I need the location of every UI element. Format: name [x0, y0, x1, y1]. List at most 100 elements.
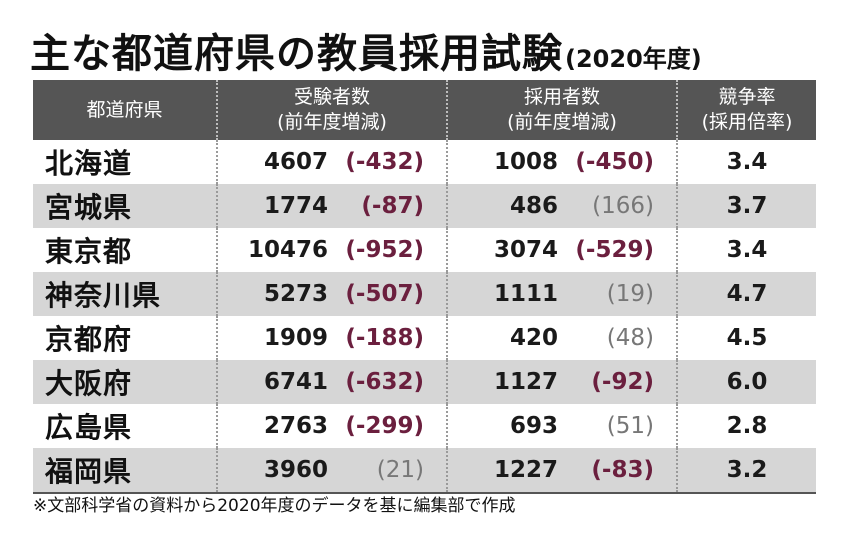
- header-examinees: 受験者数 (前年度増減): [216, 80, 447, 140]
- examinees-value: 6741: [263, 369, 328, 395]
- examinees-cell: 1909 (-188): [216, 316, 447, 360]
- examinees-wrap: 4607 (-432): [218, 140, 446, 184]
- header-examinees-label: 受験者数: [293, 86, 370, 108]
- hired-wrap: 693 (51): [448, 404, 676, 448]
- prefecture-cell: 福岡県: [45, 455, 133, 488]
- examinees-change: (21): [376, 457, 424, 483]
- examinees-cell: 6741 (-632): [216, 360, 447, 404]
- ratio-cell: 3.4: [676, 140, 816, 184]
- hired-wrap: 486 (166): [448, 184, 676, 228]
- prefecture-cell: 大阪府: [45, 367, 133, 400]
- hired-cell: 486 (166): [446, 184, 677, 228]
- header-ratio: 競争率 (採用倍率): [676, 80, 816, 140]
- examinees-cell: 5273 (-507): [216, 272, 447, 316]
- hired-value: 1008: [493, 149, 558, 175]
- hired-wrap: 1127 (-92): [448, 360, 676, 404]
- prefecture-cell: 京都府: [45, 323, 133, 356]
- table-row: 京都府 1909 (-188) 420 (48) 4.5: [33, 316, 816, 360]
- examinees-cell: 10476 (-952): [216, 228, 447, 272]
- examinees-change: (-87): [361, 193, 424, 219]
- examinees-value: 4607: [263, 149, 328, 175]
- examinees-wrap: 5273 (-507): [218, 272, 446, 316]
- hired-change: (-83): [591, 457, 654, 483]
- hired-value: 1227: [493, 457, 558, 483]
- hired-wrap: 1008 (-450): [448, 140, 676, 184]
- exam-table: 都道府県 受験者数 (前年度増減) 採用者数 (前年度増減) 競争率 (採用倍率…: [33, 80, 816, 494]
- hired-wrap: 1227 (-83): [448, 448, 676, 492]
- page-title: 主な都道府県の教員採用試験 (2020年度): [30, 14, 702, 74]
- hired-value: 420: [509, 325, 558, 351]
- hired-wrap: 3074 (-529): [448, 228, 676, 272]
- ratio-cell: 4.7: [676, 272, 816, 316]
- examinees-change: (-952): [345, 237, 424, 263]
- examinees-cell: 3960 (21): [216, 448, 447, 493]
- examinees-change: (-507): [345, 281, 424, 307]
- header-hired-sub: (前年度増減): [507, 111, 617, 133]
- table-row: 東京都 10476 (-952) 3074 (-529) 3.4: [33, 228, 816, 272]
- examinees-change: (-432): [345, 149, 424, 175]
- table-row: 宮城県 1774 (-87) 486 (166) 3.7: [33, 184, 816, 228]
- hired-cell: 1111 (19): [446, 272, 677, 316]
- table-row: 大阪府 6741 (-632) 1127 (-92) 6.0: [33, 360, 816, 404]
- ratio-cell: 2.8: [676, 404, 816, 448]
- examinees-change: (-188): [345, 325, 424, 351]
- hired-cell: 1227 (-83): [446, 448, 677, 493]
- ratio-cell: 4.5: [676, 316, 816, 360]
- hired-cell: 420 (48): [446, 316, 677, 360]
- prefecture-cell: 広島県: [45, 411, 133, 444]
- examinees-change: (-299): [345, 413, 424, 439]
- hired-cell: 693 (51): [446, 404, 677, 448]
- examinees-cell: 4607 (-432): [216, 140, 447, 184]
- header-hired: 採用者数 (前年度増減): [446, 80, 677, 140]
- hired-value: 1127: [493, 369, 558, 395]
- table-body: 北海道 4607 (-432) 1008 (-450) 3.4 宮城県 1774 (-87) 48…: [33, 140, 816, 493]
- examinees-change: (-632): [345, 369, 424, 395]
- examinees-wrap: 1909 (-188): [218, 316, 446, 360]
- examinees-value: 2763: [263, 413, 328, 439]
- examinees-wrap: 6741 (-632): [218, 360, 446, 404]
- ratio-cell: 3.2: [676, 448, 816, 493]
- examinees-wrap: 3960 (21): [218, 448, 446, 492]
- header-examinees-sub: (前年度増減): [277, 111, 387, 133]
- prefecture-cell: 宮城県: [45, 191, 133, 224]
- examinees-cell: 1774 (-87): [216, 184, 447, 228]
- hired-cell: 3074 (-529): [446, 228, 677, 272]
- hired-wrap: 1111 (19): [448, 272, 676, 316]
- ratio-cell: 3.4: [676, 228, 816, 272]
- examinees-cell: 2763 (-299): [216, 404, 447, 448]
- header-ratio-label: 競争率: [718, 86, 776, 108]
- table-row: 福岡県 3960 (21) 1227 (-83) 3.2: [33, 448, 816, 493]
- hired-value: 693: [509, 413, 558, 439]
- hired-wrap: 420 (48): [448, 316, 676, 360]
- examinees-wrap: 2763 (-299): [218, 404, 446, 448]
- table-header-row: 都道府県 受験者数 (前年度増減) 採用者数 (前年度増減) 競争率 (採用倍率…: [33, 80, 816, 140]
- hired-change: (51): [606, 413, 654, 439]
- hired-value: 3074: [493, 237, 558, 263]
- hired-cell: 1127 (-92): [446, 360, 677, 404]
- header-prefecture: 都道府県: [33, 80, 217, 140]
- footnote: ※文部科学省の資料から2020年度のデータを基に編集部で作成: [33, 496, 516, 516]
- examinees-value: 1774: [263, 193, 328, 219]
- hired-cell: 1008 (-450): [446, 140, 677, 184]
- hired-change: (-92): [591, 369, 654, 395]
- header-hired-label: 採用者数: [523, 86, 600, 108]
- hired-change: (-450): [575, 149, 654, 175]
- hired-change: (-529): [575, 237, 654, 263]
- hired-change: (19): [606, 281, 654, 307]
- ratio-cell: 6.0: [676, 360, 816, 404]
- prefecture-cell: 神奈川県: [45, 279, 162, 312]
- header-ratio-sub: (採用倍率): [701, 111, 793, 133]
- examinees-value: 10476: [247, 237, 328, 263]
- header-prefecture-label: 都道府県: [86, 98, 163, 121]
- table-row: 神奈川県 5273 (-507) 1111 (19) 4.7: [33, 272, 816, 316]
- title-main: 主な都道府県の教員採用試験: [30, 31, 563, 77]
- examinees-wrap: 1774 (-87): [218, 184, 446, 228]
- hired-value: 1111: [493, 281, 558, 307]
- examinees-wrap: 10476 (-952): [218, 228, 446, 272]
- prefecture-cell: 北海道: [45, 147, 133, 180]
- table-row: 広島県 2763 (-299) 693 (51) 2.8: [33, 404, 816, 448]
- hired-value: 486: [509, 193, 558, 219]
- hired-change: (48): [606, 325, 654, 351]
- examinees-value: 3960: [263, 457, 328, 483]
- ratio-cell: 3.7: [676, 184, 816, 228]
